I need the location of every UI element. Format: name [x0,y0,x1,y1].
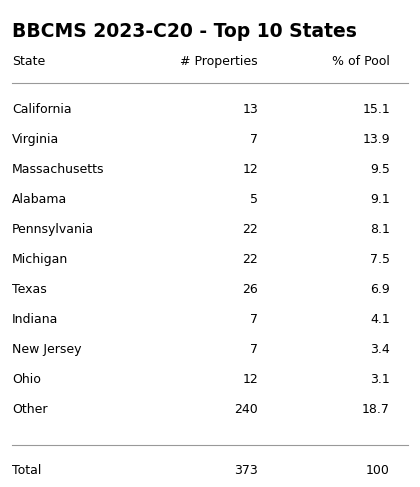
Text: 100: 100 [366,464,390,477]
Text: 12: 12 [242,373,258,386]
Text: 3.1: 3.1 [370,373,390,386]
Text: 12: 12 [242,163,258,176]
Text: Indiana: Indiana [12,313,58,326]
Text: 13: 13 [242,103,258,116]
Text: Other: Other [12,403,47,416]
Text: 7: 7 [250,313,258,326]
Text: 3.4: 3.4 [370,343,390,356]
Text: 9.1: 9.1 [370,193,390,206]
Text: 18.7: 18.7 [362,403,390,416]
Text: 4.1: 4.1 [370,313,390,326]
Text: Alabama: Alabama [12,193,67,206]
Text: State: State [12,55,45,68]
Text: California: California [12,103,72,116]
Text: 373: 373 [234,464,258,477]
Text: 6.9: 6.9 [370,283,390,296]
Text: 13.9: 13.9 [362,133,390,146]
Text: Total: Total [12,464,42,477]
Text: % of Pool: % of Pool [332,55,390,68]
Text: 5: 5 [250,193,258,206]
Text: 26: 26 [242,283,258,296]
Text: 9.5: 9.5 [370,163,390,176]
Text: BBCMS 2023-C20 - Top 10 States: BBCMS 2023-C20 - Top 10 States [12,22,357,41]
Text: 8.1: 8.1 [370,223,390,236]
Text: 15.1: 15.1 [362,103,390,116]
Text: Michigan: Michigan [12,253,68,266]
Text: 22: 22 [242,223,258,236]
Text: 7.5: 7.5 [370,253,390,266]
Text: 22: 22 [242,253,258,266]
Text: 240: 240 [234,403,258,416]
Text: New Jersey: New Jersey [12,343,81,356]
Text: Massachusetts: Massachusetts [12,163,105,176]
Text: Pennsylvania: Pennsylvania [12,223,94,236]
Text: Ohio: Ohio [12,373,41,386]
Text: Texas: Texas [12,283,47,296]
Text: 7: 7 [250,133,258,146]
Text: # Properties: # Properties [180,55,258,68]
Text: 7: 7 [250,343,258,356]
Text: Virginia: Virginia [12,133,59,146]
